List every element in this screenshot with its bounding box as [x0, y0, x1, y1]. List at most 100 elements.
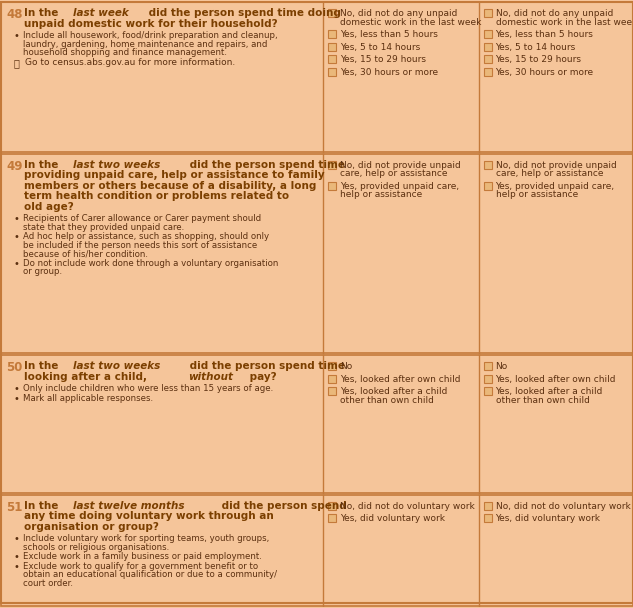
Text: Include voluntary work for sporting teams, youth groups,: Include voluntary work for sporting team… [23, 534, 269, 543]
Text: No, did not do any unpaid: No, did not do any unpaid [496, 9, 613, 18]
Text: Yes, did voluntary work: Yes, did voluntary work [340, 514, 445, 523]
Text: Yes, 5 to 14 hours: Yes, 5 to 14 hours [496, 43, 576, 52]
Text: domestic work in the last week: domestic work in the last week [496, 18, 633, 27]
Text: Yes, 30 hours or more: Yes, 30 hours or more [340, 67, 438, 77]
Text: did the person spend time: did the person spend time [186, 361, 345, 371]
Bar [328, 182, 336, 190]
Text: •: • [13, 31, 19, 41]
Text: Yes, looked after own child: Yes, looked after own child [340, 375, 461, 384]
Text: Yes, 15 to 29 hours: Yes, 15 to 29 hours [340, 55, 426, 64]
Text: •: • [13, 534, 19, 544]
Text: did the person spend time: did the person spend time [186, 159, 345, 170]
Text: Yes, 15 to 29 hours: Yes, 15 to 29 hours [496, 55, 582, 64]
Bar [484, 67, 492, 76]
Text: other than own child: other than own child [340, 396, 434, 405]
Bar [484, 30, 492, 38]
Text: Ad hoc help or assistance, such as shopping, should only: Ad hoc help or assistance, such as shopp… [23, 232, 269, 241]
Bar [484, 182, 492, 190]
Text: In the: In the [24, 500, 62, 511]
Text: •: • [13, 214, 19, 224]
Text: care, help or assistance: care, help or assistance [496, 169, 603, 178]
Text: court order.: court order. [23, 579, 73, 588]
Text: looking after a child,: looking after a child, [24, 371, 151, 382]
Text: No, did not provide unpaid: No, did not provide unpaid [496, 161, 617, 170]
Text: No, did not do voluntary work: No, did not do voluntary work [340, 502, 475, 511]
Text: state that they provided unpaid care.: state that they provided unpaid care. [23, 223, 184, 232]
Text: Yes, looked after a child: Yes, looked after a child [340, 387, 448, 396]
Text: without: without [188, 371, 233, 382]
Text: Yes, 30 hours or more: Yes, 30 hours or more [496, 67, 594, 77]
Text: household shopping and finance management.: household shopping and finance managemen… [23, 48, 227, 57]
Text: In the: In the [24, 8, 62, 18]
Bar [328, 161, 336, 168]
Bar [484, 502, 492, 510]
Bar [328, 362, 336, 370]
Text: other than own child: other than own child [496, 396, 589, 405]
Text: In the: In the [24, 361, 62, 371]
Text: Yes, looked after a child: Yes, looked after a child [496, 387, 603, 396]
Text: Yes, 5 to 14 hours: Yes, 5 to 14 hours [340, 43, 420, 52]
Bar [1, 154, 633, 353]
Text: •: • [13, 259, 19, 269]
Text: No: No [340, 362, 353, 371]
Bar [484, 161, 492, 168]
Bar [328, 55, 336, 63]
Text: pay?: pay? [246, 371, 277, 382]
Text: •: • [13, 232, 19, 242]
Text: laundry, gardening, home maintenance and repairs, and: laundry, gardening, home maintenance and… [23, 40, 268, 49]
Bar [1, 494, 633, 606]
Bar [484, 514, 492, 522]
Text: old age?: old age? [24, 202, 74, 212]
Text: •: • [13, 562, 19, 572]
Text: 48: 48 [6, 8, 23, 21]
Bar [484, 375, 492, 383]
Text: domestic work in the last week: domestic work in the last week [340, 18, 482, 27]
Bar [484, 43, 492, 50]
Text: last two weeks: last two weeks [73, 159, 161, 170]
Text: ⓘ: ⓘ [13, 58, 19, 67]
Text: providing unpaid care, help or assistance to family: providing unpaid care, help or assistanc… [24, 170, 325, 180]
Bar [328, 9, 336, 17]
Text: Include all housework, food/drink preparation and cleanup,: Include all housework, food/drink prepar… [23, 31, 278, 40]
Text: No: No [496, 362, 508, 371]
Text: Only include children who were less than 15 years of age.: Only include children who were less than… [23, 384, 273, 393]
Text: •: • [13, 394, 19, 404]
Text: No, did not do any unpaid: No, did not do any unpaid [340, 9, 458, 18]
Bar [484, 55, 492, 63]
Bar [484, 362, 492, 370]
Text: schools or religious organisations.: schools or religious organisations. [23, 543, 169, 551]
Text: Do not include work done through a voluntary organisation: Do not include work done through a volun… [23, 259, 279, 268]
Text: Go to census.abs.gov.au for more information.: Go to census.abs.gov.au for more informa… [25, 58, 235, 67]
Text: organisation or group?: organisation or group? [24, 522, 159, 531]
Bar [328, 514, 336, 522]
Text: term health condition or problems related to: term health condition or problems relate… [24, 191, 289, 201]
Text: obtain an educational qualification or due to a community/: obtain an educational qualification or d… [23, 570, 277, 579]
Text: 50: 50 [6, 361, 22, 374]
Text: any time doing voluntary work through an: any time doing voluntary work through an [24, 511, 274, 521]
Text: Recipients of Carer allowance or Carer payment should: Recipients of Carer allowance or Carer p… [23, 214, 261, 223]
Bar [328, 502, 336, 510]
Bar [484, 9, 492, 17]
Text: •: • [13, 384, 19, 394]
Text: Yes, less than 5 hours: Yes, less than 5 hours [340, 30, 438, 39]
Text: because of his/her condition.: because of his/her condition. [23, 249, 148, 258]
Text: 51: 51 [6, 500, 22, 514]
Text: did the person spend: did the person spend [218, 500, 346, 511]
Text: help or assistance: help or assistance [340, 190, 422, 199]
Bar [328, 67, 336, 76]
Bar [1, 2, 633, 151]
Text: help or assistance: help or assistance [496, 190, 578, 199]
Text: In the: In the [24, 159, 62, 170]
Text: be included if the person needs this sort of assistance: be included if the person needs this sor… [23, 241, 258, 250]
Text: Yes, provided unpaid care,: Yes, provided unpaid care, [496, 182, 615, 191]
Bar [484, 387, 492, 395]
Bar [328, 375, 336, 383]
Text: No, did not do voluntary work: No, did not do voluntary work [496, 502, 630, 511]
Text: Exclude work to qualify for a government benefit or to: Exclude work to qualify for a government… [23, 562, 258, 571]
Text: last week: last week [73, 8, 129, 18]
Text: Yes, looked after own child: Yes, looked after own child [496, 375, 616, 384]
Text: Yes, less than 5 hours: Yes, less than 5 hours [496, 30, 594, 39]
Text: 49: 49 [6, 159, 23, 173]
Text: Yes, provided unpaid care,: Yes, provided unpaid care, [340, 182, 459, 191]
Bar [328, 387, 336, 395]
